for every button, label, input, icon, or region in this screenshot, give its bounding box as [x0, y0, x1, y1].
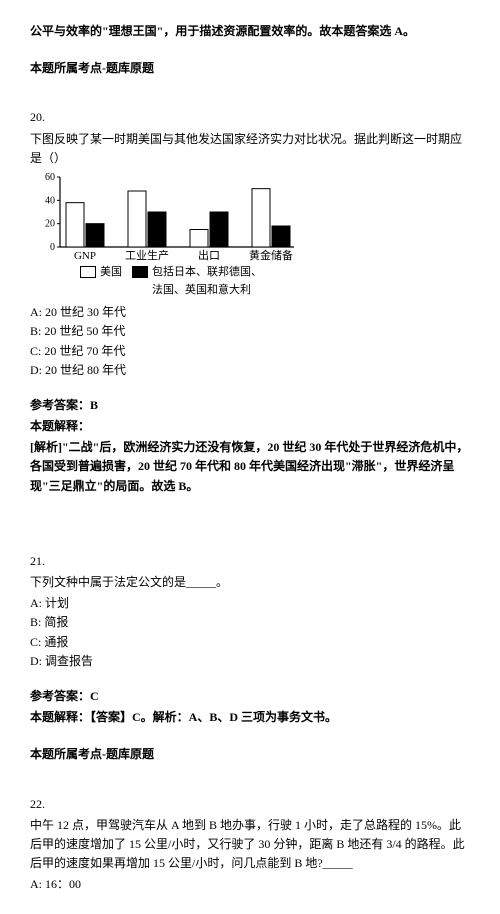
q21-option-b: B: 简报 [30, 613, 470, 632]
intro-text: 公平与效率的"理想王国"，用于描述资源配置效率的。故本题答案选 A。 [30, 22, 470, 41]
legend-others-label: 包括日本、联邦德国、 法国、英国和意大利 [152, 264, 262, 299]
q21-answer: 参考答案：C [30, 687, 470, 706]
legend-us-label: 美国 [100, 264, 122, 282]
q20-option-b: B: 20 世纪 50 年代 [30, 322, 470, 341]
legend-swatch-black [132, 266, 148, 278]
q21-explain: 本题解释：【答案】C。解析：A、B、D 三项为事务文书。 [30, 708, 470, 727]
q22-option-a: A: 16：00 [30, 875, 470, 894]
q20-chart: 0 20 40 60 GNP 工业生产 出口 黄金储备 美国 包括日本、联邦德国、 法国、英国… [30, 172, 470, 299]
legend-us: 美国 [80, 264, 122, 282]
q20-option-a: A: 20 世纪 30 年代 [30, 303, 470, 322]
svg-text:60: 60 [45, 172, 55, 183]
q21-option-d: D: 调查报告 [30, 652, 470, 671]
q22-number: 22. [30, 795, 470, 814]
svg-text:20: 20 [45, 219, 55, 230]
q20-answer: 参考答案：B [30, 396, 470, 415]
q21-option-c: C: 通报 [30, 633, 470, 652]
legend-others: 包括日本、联邦德国、 法国、英国和意大利 [132, 264, 262, 299]
q21-topic: 本题所属考点-题库原题 [30, 745, 470, 764]
q20-explain-label: 本题解释： [30, 417, 470, 436]
svg-text:40: 40 [45, 195, 55, 206]
q20-option-d: D: 20 世纪 80 年代 [30, 361, 470, 380]
legend-swatch-white [80, 266, 96, 278]
q21-number: 21. [30, 552, 470, 571]
q21-options: A: 计划 B: 简报 C: 通报 D: 调查报告 [30, 594, 470, 671]
q21-option-a: A: 计划 [30, 594, 470, 613]
svg-text:黄金储备: 黄金储备 [249, 248, 293, 262]
q20-option-c: C: 20 世纪 70 年代 [30, 342, 470, 361]
q20-explain: [解析]"二战"后，欧洲经济实力还没有恢复，20 世纪 30 年代处于世界经济危… [30, 438, 470, 496]
q21-stem: 下列文种中属于法定公文的是_____。 [30, 573, 470, 592]
svg-text:GNP: GNP [74, 250, 96, 262]
intro-topic: 本题所属考点-题库原题 [30, 59, 470, 78]
q20-number: 20. [30, 108, 470, 127]
q22-options: A: 16：00 [30, 875, 470, 894]
q22-stem: 中午 12 点，甲驾驶汽车从 A 地到 B 地办事，行驶 1 小时，走了总路程的… [30, 816, 470, 874]
q20-legend: 美国 包括日本、联邦德国、 法国、英国和意大利 [80, 264, 470, 299]
q20-stem: 下图反映了某一时期美国与其他发达国家经济实力对比状况。据此判断这一时期应是（） [30, 130, 470, 168]
svg-text:0: 0 [50, 242, 55, 253]
svg-text:工业生产: 工业生产 [125, 248, 169, 262]
svg-text:出口: 出口 [198, 248, 220, 262]
q20-options: A: 20 世纪 30 年代 B: 20 世纪 50 年代 C: 20 世纪 7… [30, 303, 470, 380]
